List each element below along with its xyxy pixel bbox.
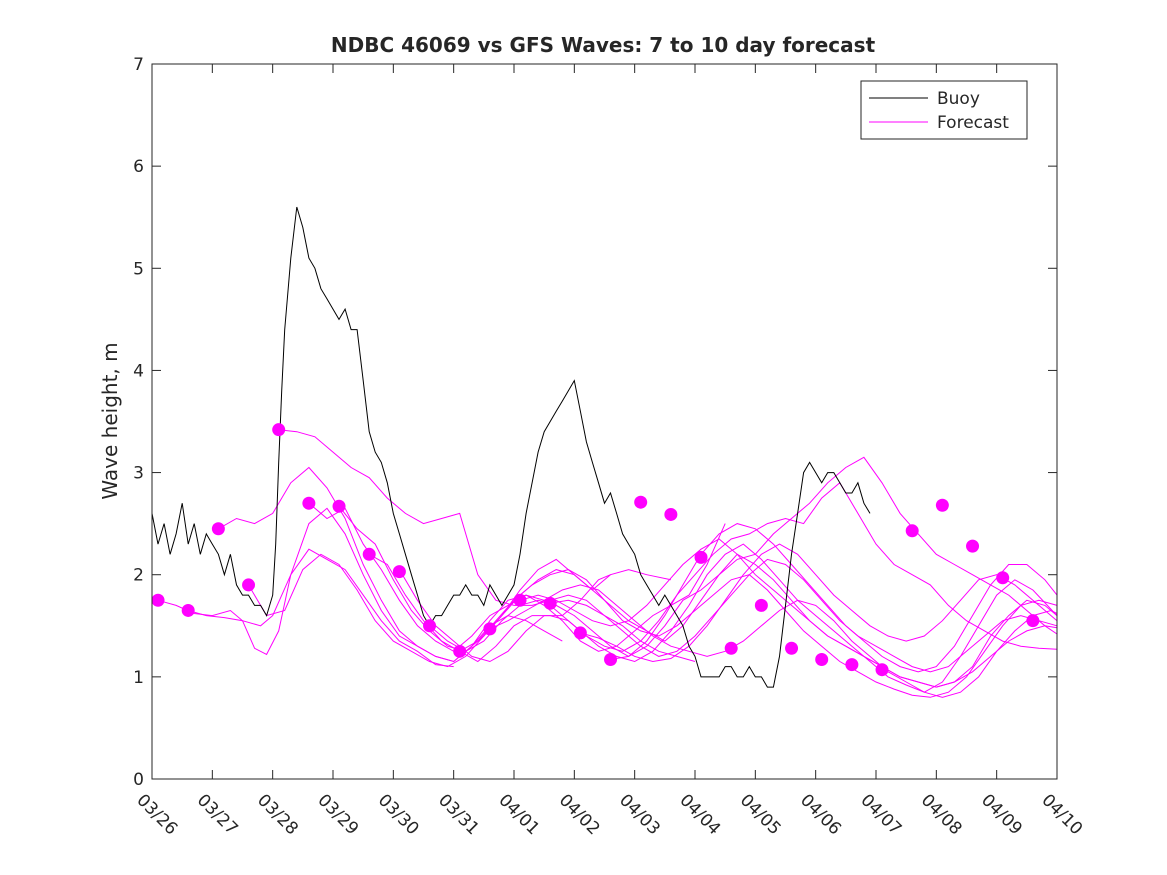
forecast-marker	[845, 658, 859, 672]
y-axis-ticks: 0 1 2 3 4 5 6 7	[133, 55, 1057, 790]
forecast-line-11	[459, 569, 1058, 698]
y-tick-label: 1	[133, 668, 144, 688]
forecast-marker	[1026, 614, 1040, 628]
forecast-marker	[332, 499, 346, 513]
forecast-marker	[996, 571, 1010, 585]
buoy-line	[151, 206, 871, 688]
y-tick-label: 5	[133, 259, 144, 279]
forecast-marker	[543, 596, 557, 610]
forecast-marker	[513, 593, 527, 607]
forecast-marker	[694, 550, 708, 564]
legend-buoy-label: Buoy	[937, 89, 980, 109]
y-tick-label: 4	[133, 361, 144, 381]
legend-forecast-label: Forecast	[937, 113, 1009, 133]
forecast-marker	[423, 619, 437, 633]
forecast-marker	[754, 598, 768, 612]
forecast-line-8	[368, 482, 1058, 663]
forecast-line-4	[248, 553, 672, 668]
forecast-marker	[875, 663, 889, 677]
forecast-marker	[272, 423, 286, 437]
forecast-marker	[935, 498, 949, 512]
forecast-marker	[181, 603, 195, 617]
forecast-line-13	[519, 538, 1058, 688]
forecast-marker	[573, 626, 587, 640]
buoy-series	[151, 206, 871, 688]
forecast-marker	[362, 547, 376, 561]
forecast-line-9	[398, 543, 1058, 693]
forecast-marker	[242, 578, 256, 592]
y-axis-label: Wave height, m	[98, 342, 122, 499]
forecast-line-1	[157, 548, 454, 668]
forecast-marker	[815, 652, 829, 666]
forecast-line-14	[550, 558, 1058, 673]
forecast-marker	[724, 641, 738, 655]
legend: Buoy Forecast	[860, 80, 1028, 140]
forecast-marker	[151, 593, 165, 607]
axes-frame	[151, 63, 1058, 780]
y-tick-label: 6	[133, 157, 144, 177]
chart-title: NDBC 46069 vs GFS Waves: 7 to 10 day for…	[331, 33, 876, 57]
forecast-marker	[392, 565, 406, 579]
forecast-marker	[453, 644, 467, 658]
forecast-marker	[211, 522, 225, 536]
y-tick-label: 3	[133, 464, 144, 484]
forecast-markers	[151, 423, 1040, 677]
forecast-line-16	[610, 523, 1058, 673]
forecast-marker	[966, 539, 980, 553]
forecast-marker	[483, 622, 497, 636]
forecast-line-10	[429, 553, 1058, 688]
forecast-marker	[302, 496, 316, 510]
forecast-line-5	[278, 429, 696, 662]
forecast-marker	[785, 641, 799, 655]
y-tick-label: 2	[133, 566, 144, 586]
forecast-marker	[905, 524, 919, 538]
y-tick-label: 0	[133, 770, 144, 790]
forecast-line-15	[580, 543, 1058, 663]
forecast-marker	[604, 652, 618, 666]
legend-box	[860, 80, 1028, 140]
y-tick-label: 7	[133, 55, 144, 75]
forecast-marker	[664, 507, 678, 521]
forecast-line-12	[489, 584, 1058, 698]
forecast-marker	[634, 495, 648, 509]
